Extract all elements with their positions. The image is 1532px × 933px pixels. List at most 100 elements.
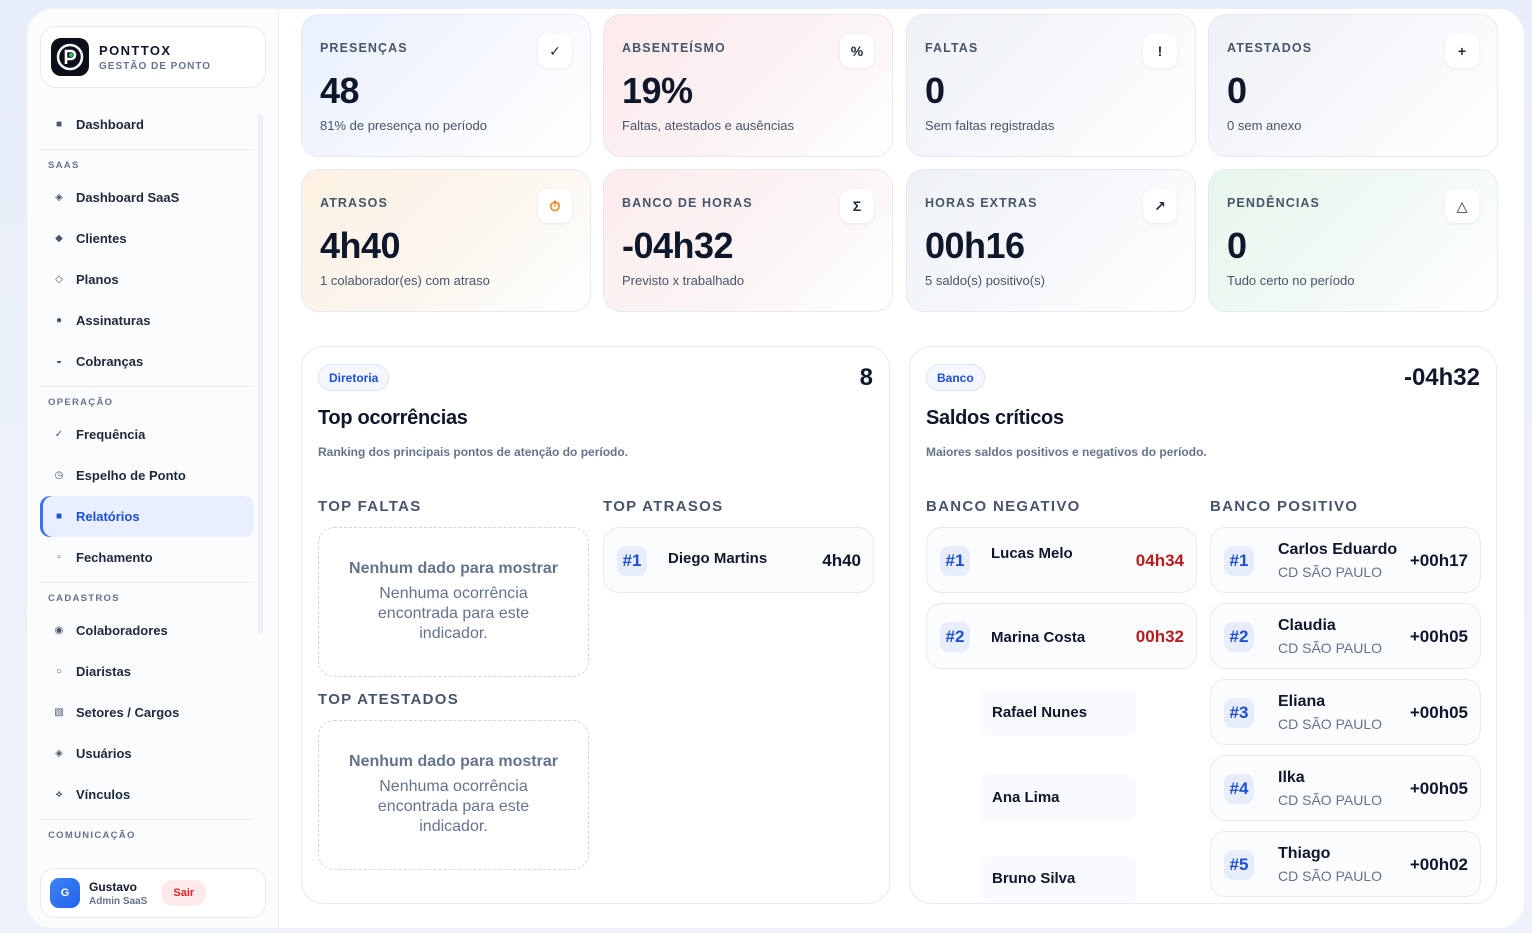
trend-up-icon: ↗ bbox=[1143, 189, 1177, 223]
kpi-value: -04h32 bbox=[622, 225, 734, 266]
kpi-value: 0 bbox=[925, 70, 945, 111]
banco-positivo-title: BANCO POSITIVO bbox=[1210, 498, 1359, 515]
section-cadastros: CADASTROS bbox=[48, 593, 120, 604]
panel-title: Saldos críticos bbox=[926, 407, 1064, 429]
empty-state-atestados: Nenhum dado para mostrar Nenhuma ocorrên… bbox=[318, 720, 589, 870]
list-item[interactable]: #2 Claudia CD SÃO PAULO +00h05 bbox=[1210, 603, 1481, 669]
sidebar-item-planos[interactable]: ◇ Planos bbox=[40, 259, 254, 300]
sidebar-item-label: Dashboard SaaS bbox=[76, 190, 180, 205]
sidebar-item-label: Clientes bbox=[76, 231, 127, 246]
sidebar-item-setores-cargos[interactable]: ▧ Setores / Cargos bbox=[40, 692, 254, 733]
sidebar-item-vinculos[interactable]: ⟡ Vínculos bbox=[40, 774, 254, 815]
kpi-label: PENDÊNCIAS bbox=[1227, 196, 1320, 210]
rank-value: 00h32 bbox=[1135, 627, 1184, 646]
sidebar-item-usuarios[interactable]: ◈ Usuários bbox=[40, 733, 254, 774]
employee-name: Marina Costa bbox=[991, 629, 1086, 646]
avatar: G bbox=[50, 878, 80, 908]
divider bbox=[40, 386, 254, 387]
sidebar-item-label: Planos bbox=[76, 272, 119, 287]
divider bbox=[40, 582, 254, 583]
rank-badge: #1 bbox=[617, 546, 647, 576]
sidebar-item-label: Usuários bbox=[76, 746, 132, 761]
list-item[interactable]: Bruno Silva bbox=[980, 856, 1136, 902]
panel-title: Top ocorrências bbox=[318, 407, 468, 429]
sidebar-item-frequencia[interactable]: ✓ Frequência bbox=[40, 414, 254, 455]
panel-top-ocorrencias: Diretoria 8 Top ocorrências Ranking dos … bbox=[301, 346, 890, 904]
list-item[interactable]: Ana Lima bbox=[980, 775, 1136, 821]
employee-name: Lucas Melo bbox=[991, 545, 1073, 562]
panel-total: -04h32 bbox=[1403, 364, 1480, 391]
user-name: Gustavo bbox=[89, 879, 138, 894]
sidebar-item-colaboradores[interactable]: ◉ Colaboradores bbox=[40, 610, 254, 651]
user-card: G Gustavo Admin SaaS Sair bbox=[40, 868, 266, 918]
clock-icon: ◷ bbox=[54, 470, 64, 481]
kpi-label: FALTAS bbox=[925, 41, 979, 55]
employee-name: Eliana bbox=[1278, 693, 1326, 710]
sidebar-item-fechamento[interactable]: ▫ Fechamento bbox=[40, 537, 254, 578]
sidebar-item-espelho-de-ponto[interactable]: ◷ Espelho de Ponto bbox=[40, 455, 254, 496]
sidebar: PONTTOX GESTÃO DE PONTO ■ Dashboard SAAS… bbox=[27, 9, 279, 928]
list-item[interactable]: Rafael Nunes bbox=[980, 690, 1136, 736]
half-circle-icon: ◒ bbox=[55, 356, 63, 367]
logout-button[interactable]: Sair bbox=[161, 880, 207, 906]
list-item[interactable]: #3 Eliana CD SÃO PAULO +00h05 bbox=[1210, 679, 1481, 745]
sidebar-item-relatorios[interactable]: ■ Relatórios bbox=[40, 496, 254, 537]
section-comunicacao: COMUNICAÇÃO bbox=[48, 830, 136, 841]
list-item[interactable]: #4 Ilka CD SÃO PAULO +00h05 bbox=[1210, 755, 1481, 821]
circle-icon: ● bbox=[55, 315, 63, 326]
kpi-description: Tudo certo no período bbox=[1227, 273, 1355, 288]
alert-icon: ! bbox=[1143, 34, 1177, 68]
rank-value: +00h17 bbox=[1409, 551, 1468, 570]
panel-subtitle: Ranking dos principais pontos de atenção… bbox=[318, 445, 629, 459]
employee-location: CD SÃO PAULO bbox=[1278, 564, 1382, 580]
kpi-card-atestados: ATESTADOS 0 0 sem anexo + bbox=[1208, 14, 1498, 157]
kpi-value: 19% bbox=[622, 70, 693, 111]
sidebar-item-dashboard-saas[interactable]: ◈ Dashboard SaaS bbox=[40, 177, 254, 218]
rank-value: +00h05 bbox=[1409, 703, 1468, 722]
diamond-icon: ◆ bbox=[55, 233, 63, 244]
kpi-label: ATESTADOS bbox=[1227, 41, 1313, 55]
kpi-description: Previsto x trabalhado bbox=[622, 273, 745, 288]
rank-badge: #5 bbox=[1224, 850, 1254, 880]
brand[interactable]: PONTTOX GESTÃO DE PONTO bbox=[40, 26, 266, 88]
employee-name: Claudia bbox=[1278, 617, 1336, 634]
rank-badge: #1 bbox=[1224, 546, 1254, 576]
top-faltas-title: TOP FALTAS bbox=[318, 498, 422, 515]
check-icon: ✓ bbox=[538, 34, 572, 68]
kpi-value: 48 bbox=[320, 70, 360, 111]
kpi-description: 81% de presença no período bbox=[320, 118, 487, 133]
sidebar-item-label: Cobranças bbox=[76, 354, 144, 369]
tag-banco[interactable]: Banco bbox=[926, 364, 985, 391]
sidebar-item-label: Colaboradores bbox=[76, 623, 168, 638]
employee-location: CD SÃO PAULO bbox=[1278, 792, 1382, 808]
empty-text: Nenhuma ocorrência encontrada para este … bbox=[377, 778, 530, 835]
sidebar-item-label: Espelho de Ponto bbox=[76, 468, 186, 483]
panel-subtitle: Maiores saldos positivos e negativos do … bbox=[926, 445, 1207, 459]
sidebar-item-assinaturas[interactable]: ● Assinaturas bbox=[40, 300, 254, 341]
panel-count: 8 bbox=[859, 364, 873, 391]
sidebar-scrollbar[interactable] bbox=[258, 114, 263, 634]
sidebar-item-diaristas[interactable]: ○ Diaristas bbox=[40, 651, 254, 692]
sidebar-item-label: Relatórios bbox=[76, 509, 140, 524]
sidebar-item-dashboard[interactable]: ■ Dashboard bbox=[40, 104, 254, 145]
top-atrasos-title: TOP ATRASOS bbox=[603, 498, 724, 515]
tag-diretoria[interactable]: Diretoria bbox=[318, 364, 390, 391]
kpi-card-horas-extras: HORAS EXTRAS 00h16 5 saldo(s) positivo(s… bbox=[906, 169, 1196, 312]
sidebar-item-cobrancas[interactable]: ◒ Cobranças bbox=[40, 341, 254, 382]
empty-title: Nenhum dado para mostrar bbox=[349, 753, 558, 770]
kpi-card-pendencias: PENDÊNCIAS 0 Tudo certo no período △ bbox=[1208, 169, 1498, 312]
list-item[interactable]: #1 Carlos Eduardo CD SÃO PAULO +00h17 bbox=[1210, 527, 1481, 593]
list-item[interactable]: #5 Thiago CD SÃO PAULO +00h02 bbox=[1210, 831, 1481, 897]
list-item[interactable]: #1 Diego Martins 4h40 bbox=[603, 527, 874, 593]
list-item[interactable]: #1 Lucas Melo 04h34 bbox=[926, 527, 1197, 593]
rank-value: +00h02 bbox=[1409, 855, 1468, 874]
rank-value: 04h34 bbox=[1135, 551, 1184, 570]
grid-icon: ▧ bbox=[54, 707, 64, 718]
employee-name: Ilka bbox=[1278, 769, 1305, 786]
sidebar-item-label: Setores / Cargos bbox=[76, 705, 180, 720]
sidebar-item-clientes[interactable]: ◆ Clientes bbox=[40, 218, 254, 259]
list-item[interactable]: #2 Marina Costa 00h32 bbox=[926, 603, 1197, 669]
sidebar-item-label: Assinaturas bbox=[76, 313, 151, 328]
sidebar-item-label: Vínculos bbox=[76, 787, 131, 802]
employee-name: Thiago bbox=[1278, 845, 1331, 862]
